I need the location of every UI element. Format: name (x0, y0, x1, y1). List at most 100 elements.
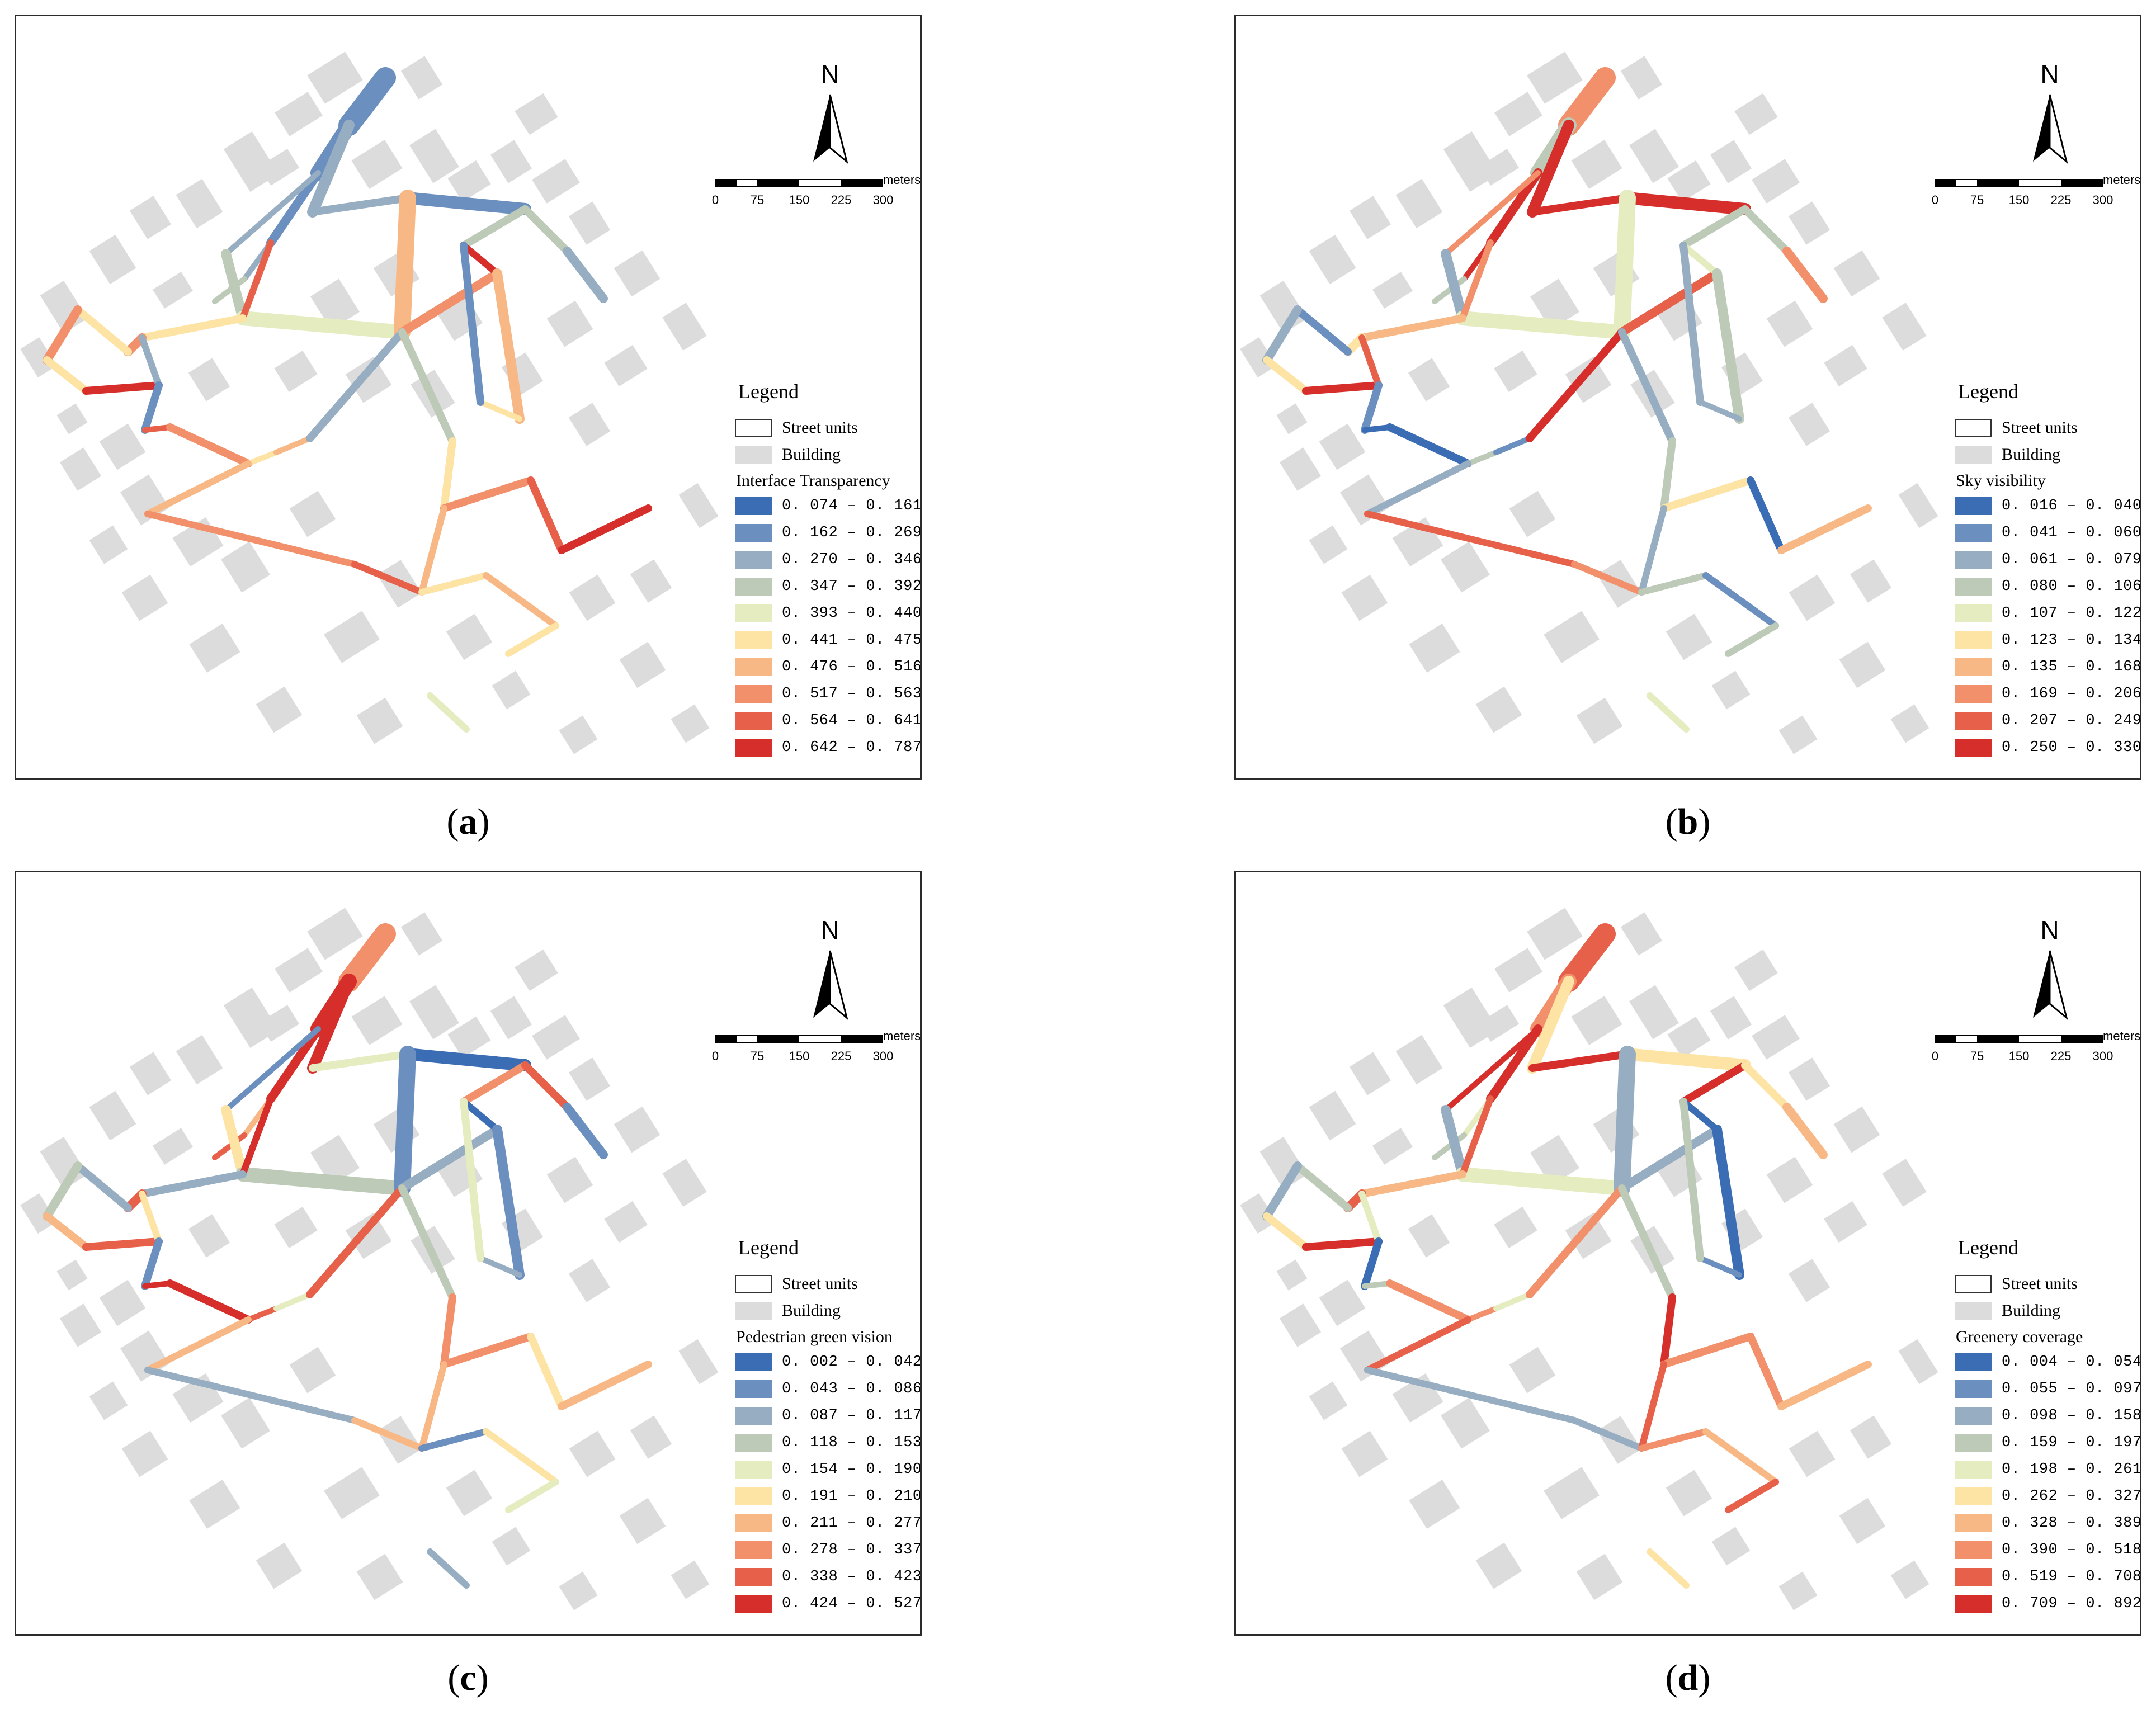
street-unit (212, 276, 247, 304)
scale-tick: 225 (2050, 1049, 2072, 1063)
class-swatch (735, 1541, 772, 1559)
street-unit (1571, 1417, 1645, 1452)
building (176, 178, 223, 229)
class-swatch (1955, 578, 1992, 596)
street-unit (460, 242, 501, 277)
scale-units: meters (883, 173, 921, 187)
building (356, 1553, 403, 1600)
street-unit (418, 1361, 447, 1452)
building (1527, 908, 1583, 960)
street-unit (338, 923, 396, 992)
street-unit (460, 1098, 501, 1133)
street-unit (427, 1548, 470, 1589)
street-unit (235, 1167, 409, 1196)
building (492, 1527, 531, 1566)
scale-bar: meters 0 75 150 225 300 (712, 173, 920, 207)
class-label: 0. 424 – 0. 527 (782, 1595, 922, 1612)
building (1710, 140, 1752, 183)
building-label: Building (782, 1301, 841, 1320)
class-label: 0. 002 – 0. 042 (782, 1354, 922, 1371)
class-label: 0. 098 – 0. 158 (2002, 1407, 2141, 1424)
street-unit (1459, 1095, 1494, 1178)
class-swatch (735, 1461, 772, 1479)
building (1279, 447, 1322, 491)
street-unit (1465, 1306, 1499, 1322)
class-label: 0. 564 – 0. 641 (782, 712, 922, 729)
indicator-title: Pedestrian green vision (736, 1328, 893, 1346)
street-unit (1486, 168, 1542, 247)
street-unit (273, 1292, 313, 1311)
caption-letter: d (1677, 1657, 1699, 1698)
building (121, 574, 168, 621)
street-unit (1528, 194, 1631, 216)
street-unit (394, 1046, 416, 1197)
building (1319, 1279, 1366, 1326)
street-unit (235, 311, 409, 339)
street-unit (1432, 1132, 1467, 1160)
street-unit (460, 1061, 529, 1106)
building (1276, 403, 1308, 434)
street-unit (166, 423, 252, 467)
building (1372, 272, 1413, 309)
building (223, 131, 279, 192)
class-swatch (735, 1407, 772, 1425)
street-unit (427, 692, 470, 733)
scale-tick: 75 (750, 193, 765, 207)
street-unit (1679, 205, 1749, 249)
building (121, 1430, 168, 1477)
building-label: Building (2002, 445, 2061, 464)
building (56, 403, 88, 434)
building (1494, 92, 1542, 136)
street-unit (402, 1048, 531, 1071)
map-panel-c: N meters 0 75 150 225 300 Legend Street … (15, 871, 922, 1636)
scale-bar: meters 0 75 150 225 300 (1932, 1029, 2140, 1063)
street-unit (1528, 1050, 1631, 1072)
street-unit (1647, 692, 1690, 733)
building (604, 1201, 648, 1243)
street-unit (483, 1428, 559, 1485)
street-unit (1294, 1162, 1352, 1212)
class-label: 0. 043 – 0. 086 (782, 1381, 922, 1397)
street-units-layer (43, 67, 652, 733)
building (515, 93, 558, 135)
class-swatch (735, 524, 772, 542)
street-unit (1638, 1428, 1709, 1452)
street-unit (139, 1191, 162, 1245)
street-unit (492, 1125, 525, 1280)
building (1882, 303, 1927, 351)
building (409, 129, 460, 183)
building (546, 300, 593, 347)
class-swatch (1955, 1595, 1992, 1613)
class-label: 0. 328 – 0. 389 (2002, 1515, 2141, 1532)
street-unit (1441, 1105, 1468, 1179)
class-swatch (735, 604, 772, 622)
street-unit (138, 1170, 247, 1198)
scale-bar-graphic (715, 179, 884, 187)
class-swatch (1955, 1434, 1992, 1452)
street-unit (1361, 381, 1383, 434)
street-unit (266, 1024, 323, 1103)
building (324, 1467, 380, 1519)
building (515, 949, 558, 991)
building (1527, 51, 1583, 104)
street-unit (1741, 205, 1791, 255)
street-unit (139, 334, 162, 389)
street-unit (394, 190, 416, 341)
scale-tick: 0 (1931, 1049, 1939, 1063)
scale-bar-graphic (1935, 1035, 2103, 1043)
street-unit (1712, 1125, 1744, 1280)
building (671, 1560, 710, 1599)
building (1475, 686, 1522, 733)
street-unit (1697, 1255, 1742, 1278)
north-label: N (820, 59, 839, 88)
street-unit (505, 622, 559, 657)
street-unit (1358, 1191, 1382, 1245)
street-units-label: Street units (2002, 1274, 2078, 1293)
scale-tick: 75 (1970, 1049, 1984, 1063)
building (221, 541, 270, 593)
class-swatch (1955, 1487, 1992, 1505)
street-unit (1358, 314, 1466, 342)
building (1667, 1016, 1711, 1059)
class-swatch (1955, 1461, 1992, 1479)
class-label: 0. 107 – 0. 122 (2002, 605, 2141, 622)
